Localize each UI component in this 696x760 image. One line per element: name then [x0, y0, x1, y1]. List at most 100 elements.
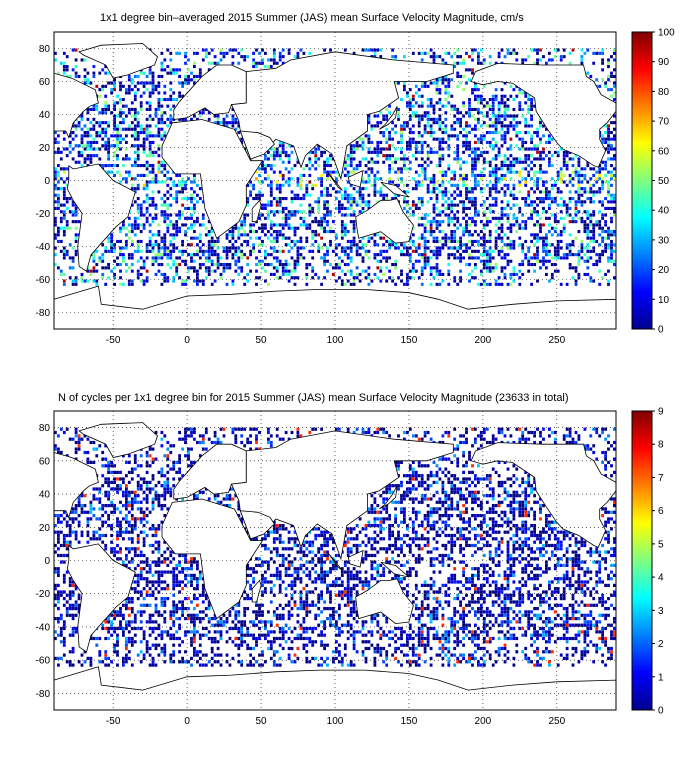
data-cell: [122, 104, 125, 108]
data-cell: [323, 48, 326, 52]
data-cell: [113, 630, 116, 634]
data-cell: [107, 656, 110, 660]
data-cell: [417, 124, 421, 128]
data-cell: [370, 183, 374, 187]
data-cell: [62, 131, 66, 135]
data-cell: [429, 124, 433, 128]
data-cell: [255, 230, 258, 234]
data-cell: [62, 190, 66, 194]
data-cell: [438, 98, 442, 102]
data-cell: [68, 524, 72, 528]
data-cell: [400, 137, 403, 141]
data-cell: [562, 253, 566, 257]
data-cell: [335, 266, 338, 270]
data-cell: [261, 243, 264, 247]
data-cell: [497, 55, 501, 59]
data-cell: [113, 88, 116, 92]
data-cell: [604, 131, 607, 135]
data-cell: [340, 249, 344, 253]
data-cell: [261, 193, 264, 197]
data-cell: [169, 71, 173, 75]
data-cell: [151, 590, 155, 594]
data-cell: [175, 98, 179, 102]
data-cell: [148, 510, 152, 514]
data-cell: [54, 216, 57, 220]
data-cell: [110, 81, 113, 85]
data-cell: [518, 101, 522, 105]
data-cell: [370, 150, 374, 154]
data-cell: [435, 213, 439, 217]
data-cell: [580, 173, 584, 177]
data-cell: [485, 206, 489, 210]
data-cell: [80, 140, 84, 144]
data-cell: [406, 190, 409, 194]
data-cell: [216, 266, 220, 270]
data-cell: [204, 249, 208, 253]
data-cell: [196, 279, 199, 283]
data-cell: [157, 91, 161, 95]
data-cell: [151, 560, 155, 564]
data-cell: [163, 121, 167, 125]
data-cell: [160, 256, 164, 260]
data-cell: [471, 107, 474, 111]
data-cell: [450, 104, 454, 108]
data-cell: [604, 213, 607, 217]
data-cell: [332, 230, 335, 234]
data-cell: [175, 190, 179, 194]
data-cell: [450, 239, 454, 243]
data-cell: [302, 167, 306, 171]
data-cell: [536, 177, 539, 181]
data-cell: [68, 134, 72, 138]
data-cell: [278, 55, 282, 59]
data-cell: [127, 266, 131, 270]
data-cell: [503, 193, 507, 197]
data-cell: [122, 220, 125, 224]
data-cell: [391, 279, 394, 283]
data-cell: [127, 256, 131, 260]
data-cell: [462, 58, 465, 62]
data-cell: [151, 180, 155, 184]
data-cell: [444, 206, 448, 210]
data-cell: [71, 220, 75, 224]
data-cell: [110, 533, 113, 538]
data-cell: [429, 230, 433, 234]
data-cell: [122, 256, 125, 260]
data-cell: [136, 547, 140, 551]
data-cell: [127, 111, 131, 115]
data-cell: [435, 263, 439, 267]
data-cell: [556, 154, 560, 158]
data-cell: [435, 137, 439, 141]
data-cell: [127, 216, 131, 220]
data-cell: [397, 114, 400, 118]
data-cell: [77, 504, 81, 508]
data-cell: [361, 147, 365, 151]
data-cell: [456, 144, 460, 148]
data-cell: [598, 259, 602, 263]
data-cell: [485, 216, 489, 220]
data-cell: [607, 226, 610, 230]
data-cell: [568, 253, 572, 257]
data-cell: [459, 131, 462, 135]
data-cell: [119, 246, 122, 250]
data-cell: [485, 223, 489, 227]
data-cell: [166, 583, 170, 587]
data-cell: [403, 282, 406, 286]
data-cell: [533, 131, 536, 135]
data-cell: [453, 61, 457, 65]
data-cell: [453, 121, 457, 125]
data-cell: [429, 256, 433, 260]
data-cell: [539, 137, 542, 141]
data-cell: [110, 243, 113, 247]
data-cell: [601, 48, 604, 52]
data-cell: [435, 187, 439, 191]
data-cell: [154, 233, 158, 237]
data-cell: [601, 213, 604, 217]
data-cell: [198, 71, 202, 75]
data-cell: [317, 144, 321, 148]
data-cell: [592, 230, 596, 234]
data-cell: [553, 150, 557, 154]
data-cell: [201, 111, 205, 115]
data-cell: [604, 137, 607, 141]
data-cell: [435, 256, 439, 260]
data-cell: [258, 226, 261, 230]
